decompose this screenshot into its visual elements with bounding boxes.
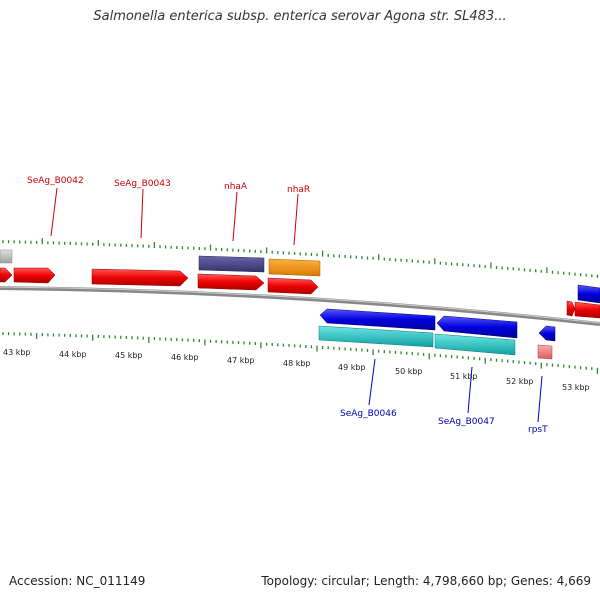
ruler-ticks-lower [2,332,599,374]
gene-feature[interactable] [436,315,518,339]
gene-feature[interactable] [538,325,556,342]
kbp-label: 52 kbp [506,377,534,386]
kbp-label: 47 kbp [227,356,255,365]
kbp-label: 53 kbp [562,383,590,392]
forward-strand-features [0,267,600,319]
kbp-label: 51 kbp [450,372,478,381]
gene-feature[interactable] [577,284,600,304]
map-title: Salmonella enterica subsp. enterica sero… [93,9,507,24]
genome-backbone-highlight [0,286,600,324]
gene-feature[interactable] [434,333,516,356]
gene-feature[interactable] [566,300,576,317]
gene-feature[interactable] [13,267,56,284]
gene-feature[interactable] [537,344,553,360]
accession-text: Accession: NC_011149 [9,574,146,588]
gene-feature[interactable] [0,249,13,264]
genome-backbone [0,286,600,326]
kbp-label: 43 kbp [3,348,31,357]
reverse-strand-features [319,308,556,342]
ruler-ticks-upper [2,238,599,278]
gene-label[interactable]: SeAg_B0043 [114,179,171,189]
gene-feature[interactable] [197,273,265,291]
gene-feature[interactable] [318,325,434,348]
kbp-label: 49 kbp [338,363,366,372]
gene-label[interactable]: nhaR [287,185,310,195]
gene-feature[interactable] [574,301,600,319]
gene-label[interactable]: SeAg_B0042 [27,176,84,186]
gene-label[interactable]: SeAg_B0047 [438,417,495,427]
gene-feature[interactable] [319,308,436,331]
kbp-label: 45 kbp [115,351,143,360]
gene-label[interactable]: rpsT [528,425,548,435]
gene-feature[interactable] [268,258,321,277]
lower-outer-features [318,325,553,360]
gene-feature[interactable] [267,277,319,295]
gene-label[interactable]: nhaA [224,182,248,192]
kbp-label: 48 kbp [283,359,311,368]
gene-label[interactable]: SeAg_B0046 [340,409,397,419]
gene-labels: SeAg_B0042 SeAg_B0043 nhaA nhaR SeAg_B00… [27,176,548,435]
kbp-label: 44 kbp [59,350,87,359]
gene-feature[interactable] [198,255,265,273]
kbp-label: 50 kbp [395,367,423,376]
label-leaders [50,187,543,423]
kbp-label: 46 kbp [171,353,199,362]
gene-feature[interactable] [91,268,189,287]
gene-feature[interactable] [0,267,13,283]
ruler-labels: 43 kbp 44 kbp 45 kbp 46 kbp 47 kbp 48 kb… [3,348,590,392]
genome-stats-text: Topology: circular; Length: 4,798,660 bp… [261,574,591,588]
upper-outer-features [0,249,600,304]
